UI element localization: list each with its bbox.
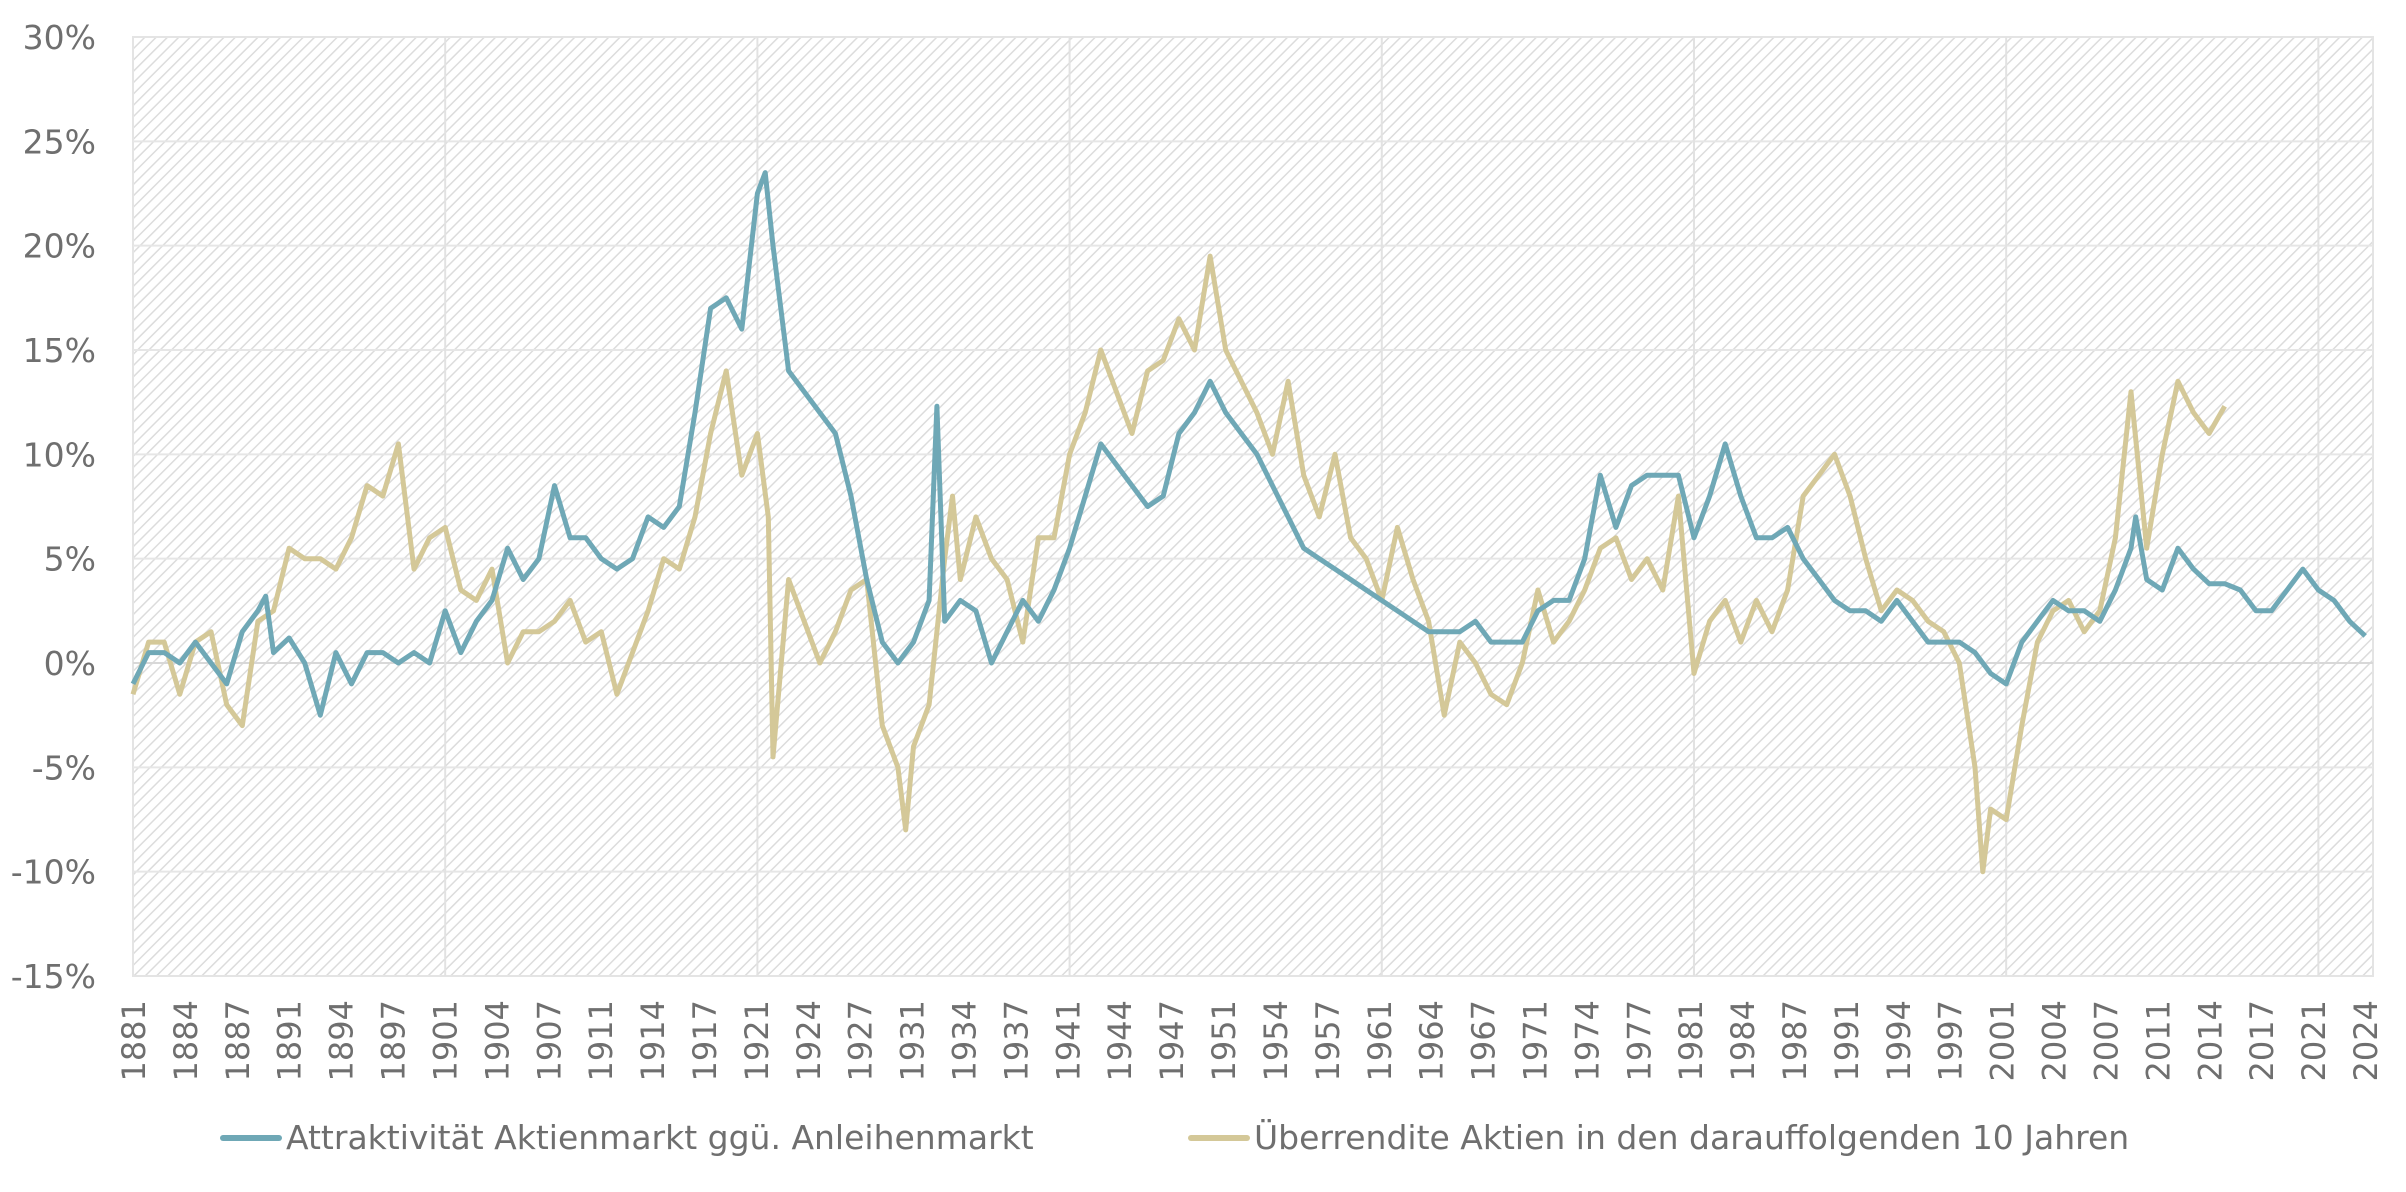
x-tick-label: 1921 <box>738 1000 776 1081</box>
y-tick-label: -15% <box>11 957 96 996</box>
y-tick-label: 20% <box>23 227 96 266</box>
y-axis: 30% 25% 20% 15% 10% 5% 0% -5% -10% -15% <box>11 18 96 996</box>
x-tick-label: 1971 <box>1516 1000 1554 1081</box>
x-tick-label: 1927 <box>842 1000 880 1081</box>
x-tick-label: 1957 <box>1309 1000 1347 1081</box>
y-tick-label: -10% <box>11 853 96 892</box>
x-tick-label: 1974 <box>1568 1000 1606 1081</box>
x-tick-label: 1917 <box>686 1000 724 1081</box>
x-tick-label: 1881 <box>115 1000 153 1081</box>
x-tick-label: 1931 <box>894 1000 932 1081</box>
x-tick-label: 1961 <box>1361 1000 1399 1081</box>
x-tick-label: 1991 <box>1828 1000 1866 1081</box>
x-tick-label: 1977 <box>1620 1000 1658 1081</box>
y-tick-label: 25% <box>23 122 96 161</box>
x-tick-label: 1907 <box>530 1000 568 1081</box>
legend-swatch <box>1188 1134 1250 1141</box>
y-tick-label: 10% <box>23 435 96 474</box>
x-tick-label: 2004 <box>2036 1000 2074 1081</box>
x-tick-label: 1951 <box>1205 1000 1243 1081</box>
legend-item-attraktivitaet: Attraktivität Aktienmarkt ggü. Anleihenm… <box>220 1118 1034 1157</box>
x-tick-label: 1894 <box>323 1000 361 1081</box>
y-tick-label: 5% <box>44 540 96 579</box>
x-tick-label: 1964 <box>1413 1000 1451 1081</box>
series-line <box>130 253 2227 875</box>
x-tick-label: 1981 <box>1672 1000 1710 1081</box>
y-tick-label: 15% <box>23 331 96 370</box>
x-tick-label: 2011 <box>2139 1000 2177 1081</box>
x-tick-label: 1887 <box>219 1000 257 1081</box>
y-tick-label: 30% <box>23 18 96 57</box>
x-tick-label: 1947 <box>1153 1000 1191 1081</box>
x-tick-label: 1911 <box>582 1000 620 1081</box>
legend-label: Attraktivität Aktienmarkt ggü. Anleihenm… <box>286 1118 1034 1157</box>
y-tick-label: -5% <box>32 748 96 787</box>
x-tick-label: 1924 <box>790 1000 828 1081</box>
x-tick-label: 1904 <box>478 1000 516 1081</box>
x-tick-label: 1967 <box>1465 1000 1503 1081</box>
x-tick-label: 2021 <box>2295 1000 2333 1081</box>
x-axis: 1881 1884 1887 1891 1894 1897 1901 1904 1907 1911… <box>115 1000 2385 1081</box>
x-tick-label: 2014 <box>2191 1000 2229 1081</box>
x-tick-label: 1954 <box>1257 1000 1295 1081</box>
x-tick-label: 1941 <box>1049 1000 1087 1081</box>
x-tick-label: 2024 <box>2347 1000 2385 1081</box>
x-tick-label: 2001 <box>1984 1000 2022 1081</box>
legend-item-ueberrendite: Überrendite Aktien in den darauffolgende… <box>1188 1118 2129 1157</box>
x-tick-label: 1884 <box>167 1000 205 1081</box>
series-lines <box>130 170 2367 875</box>
x-tick-label: 1901 <box>426 1000 464 1081</box>
x-tick-label: 1891 <box>271 1000 309 1081</box>
legend-swatch <box>220 1134 282 1141</box>
plot-area <box>132 36 2374 977</box>
x-tick-label: 1897 <box>375 1000 413 1081</box>
x-tick-label: 2017 <box>2243 1000 2281 1081</box>
x-tick-label: 2007 <box>2087 1000 2125 1081</box>
x-tick-label: 1937 <box>997 1000 1035 1081</box>
x-tick-label: 1944 <box>1101 1000 1139 1081</box>
series-line <box>130 170 2367 718</box>
x-tick-label: 1984 <box>1724 1000 1762 1081</box>
x-tick-label: 1934 <box>946 1000 984 1081</box>
legend-label: Überrendite Aktien in den darauffolgende… <box>1254 1118 2130 1157</box>
y-tick-label: 0% <box>44 644 96 683</box>
x-tick-label: 1994 <box>1880 1000 1918 1081</box>
x-tick-label: 1987 <box>1776 1000 1814 1081</box>
x-tick-label: 1997 <box>1932 1000 1970 1081</box>
x-tick-label: 1914 <box>634 1000 672 1081</box>
